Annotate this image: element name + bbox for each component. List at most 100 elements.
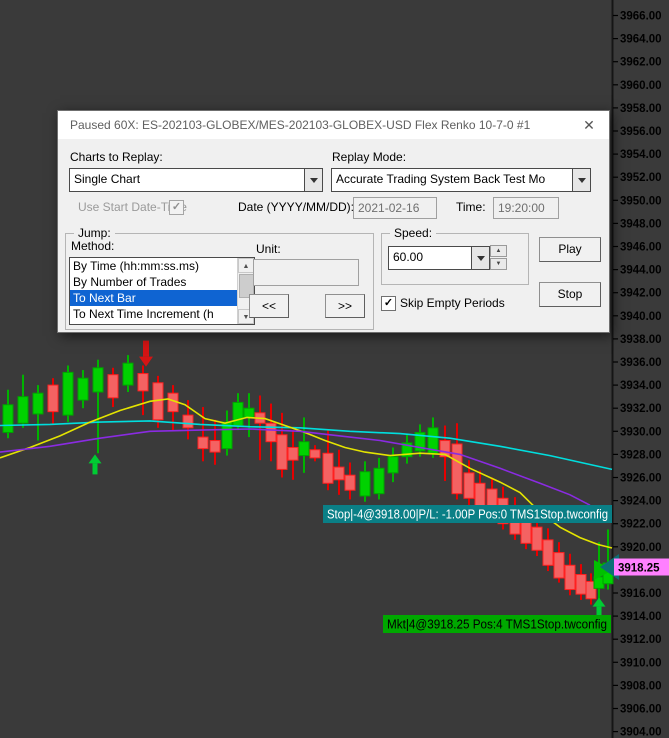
use-start-datetime-checkbox[interactable]: ✓ xyxy=(169,200,184,215)
candle xyxy=(463,472,475,499)
up-arrow-icon xyxy=(92,463,98,475)
time-field[interactable]: 19:20:00 xyxy=(493,197,559,219)
jump-method-listbox[interactable]: By Time (hh:mm:ss.ms) By Number of Trades… xyxy=(69,257,255,325)
candle xyxy=(333,466,345,481)
candle xyxy=(585,580,597,600)
axis-price-label: 3926.00 xyxy=(620,473,662,485)
replay-mode-select[interactable]: Accurate Trading System Back Test Mo xyxy=(331,168,591,192)
method-option[interactable]: By Time (hh:mm:ss.ms) xyxy=(73,259,200,273)
axis-price-label: 3924.00 xyxy=(620,496,662,508)
speed-spinner[interactable]: ▲ ▼ xyxy=(490,245,507,271)
candle xyxy=(387,456,399,474)
candle xyxy=(309,449,321,459)
axis-price-label: 3906.00 xyxy=(620,704,662,716)
replay-mode-label: Replay Mode: xyxy=(332,150,407,164)
candle xyxy=(137,373,149,392)
axis-price-label: 3964.00 xyxy=(620,34,662,46)
axis-price-label: 3952.00 xyxy=(620,172,662,184)
skip-empty-periods-label: Skip Empty Periods xyxy=(400,296,505,310)
candle xyxy=(92,367,104,393)
method-option[interactable]: By Number of Trades xyxy=(73,275,187,289)
stop-order-label xyxy=(323,505,612,523)
axis-price-label: 3920.00 xyxy=(620,542,662,554)
axis-price-label: 3932.00 xyxy=(620,403,662,415)
candle xyxy=(474,482,486,507)
scroll-up-icon[interactable]: ▲ xyxy=(238,258,254,273)
candle xyxy=(322,452,334,484)
candle xyxy=(564,564,576,591)
buy-marker-icon xyxy=(594,560,613,581)
candle xyxy=(575,574,587,595)
candle xyxy=(2,404,14,433)
date-field[interactable]: 2021-02-16 xyxy=(353,197,437,219)
chevron-down-icon[interactable] xyxy=(304,169,322,191)
chevron-down-icon[interactable] xyxy=(471,247,489,269)
candle xyxy=(531,526,543,551)
ma-cyan xyxy=(0,420,613,471)
axis-price-label: 3922.00 xyxy=(620,519,662,531)
axis-price-label: 3938.00 xyxy=(620,334,662,346)
axis-price-label: 3916.00 xyxy=(620,588,662,600)
speed-select[interactable]: 60.00 xyxy=(388,246,490,270)
method-option[interactable]: To Next Time Increment (h xyxy=(73,307,214,321)
candle xyxy=(439,440,451,458)
last-price-label: 3918.25 xyxy=(618,563,660,575)
replay-dialog: Paused 60X: ES-202103-GLOBEX/MES-202103-… xyxy=(57,110,610,333)
charts-to-replay-select[interactable]: Single Chart xyxy=(69,168,323,192)
axis-price-label: 3940.00 xyxy=(620,311,662,323)
ma-purple xyxy=(0,428,591,506)
market-order-label xyxy=(383,615,611,633)
unit-field[interactable] xyxy=(253,259,359,286)
axis-price-label: 3950.00 xyxy=(620,195,662,207)
candle xyxy=(47,384,59,413)
last-price-highlight xyxy=(614,558,669,576)
speed-value: 60.00 xyxy=(393,250,424,264)
axis-price-label: 3944.00 xyxy=(620,265,662,277)
candle xyxy=(451,443,463,495)
time-label: Time: xyxy=(456,200,486,214)
jump-back-button[interactable]: << xyxy=(249,294,289,318)
axis-price-label: 3948.00 xyxy=(620,218,662,230)
candle xyxy=(265,422,277,443)
skip-empty-periods-checkbox[interactable]: ✓ xyxy=(381,296,396,311)
close-icon[interactable]: ✕ xyxy=(583,117,595,133)
jump-forward-button[interactable]: >> xyxy=(325,294,365,318)
unit-label: Unit: xyxy=(256,242,281,256)
play-button[interactable]: Play xyxy=(539,237,601,262)
candle xyxy=(77,377,89,401)
up-arrow-icon xyxy=(88,454,102,464)
candle xyxy=(62,371,74,416)
candle xyxy=(542,539,554,566)
charts-to-replay-label: Charts to Replay: xyxy=(70,150,163,164)
scrollbar-thumb[interactable] xyxy=(239,274,254,298)
axis-price-label: 3908.00 xyxy=(620,680,662,692)
replay-mode-value: Accurate Trading System Back Test Mo xyxy=(336,172,546,186)
candle xyxy=(32,392,44,415)
candle xyxy=(298,441,310,457)
axis-price-label: 3962.00 xyxy=(620,57,662,69)
axis-price-label: 3958.00 xyxy=(620,103,662,115)
stop-order-label-text: Stop|-4@3918.00|P/L: -1.00P Pos:0 TMS1St… xyxy=(327,507,608,522)
method-option[interactable]: To Next Bar xyxy=(70,290,238,306)
axis-price-label: 3928.00 xyxy=(620,449,662,461)
speed-group-label: Speed: xyxy=(390,226,437,240)
axis-price-label: 3934.00 xyxy=(620,380,662,392)
spinner-up-icon[interactable]: ▲ xyxy=(490,245,507,257)
spinner-down-icon[interactable]: ▼ xyxy=(490,258,507,270)
stop-button[interactable]: Stop xyxy=(539,282,601,307)
charts-to-replay-value: Single Chart xyxy=(74,172,141,186)
down-arrow-icon xyxy=(143,340,149,357)
chevron-down-icon[interactable] xyxy=(572,169,590,191)
dialog-titlebar[interactable]: Paused 60X: ES-202103-GLOBEX/MES-202103-… xyxy=(58,111,609,139)
axis-price-label: 3946.00 xyxy=(620,242,662,254)
market-order-label-text: Mkt|4@3918.25 Pos:4 TMS1Stop.twconfig xyxy=(387,617,607,632)
candle xyxy=(197,436,209,450)
up-arrow-icon xyxy=(596,606,602,618)
candle xyxy=(401,442,413,458)
method-label: Method: xyxy=(71,239,115,253)
axis-price-label: 3956.00 xyxy=(620,126,662,138)
jump-group-label: Jump: xyxy=(74,226,115,240)
axis-price-label: 3912.00 xyxy=(620,634,662,646)
down-arrow-icon xyxy=(139,356,153,367)
axis-price-label: 3942.00 xyxy=(620,288,662,300)
